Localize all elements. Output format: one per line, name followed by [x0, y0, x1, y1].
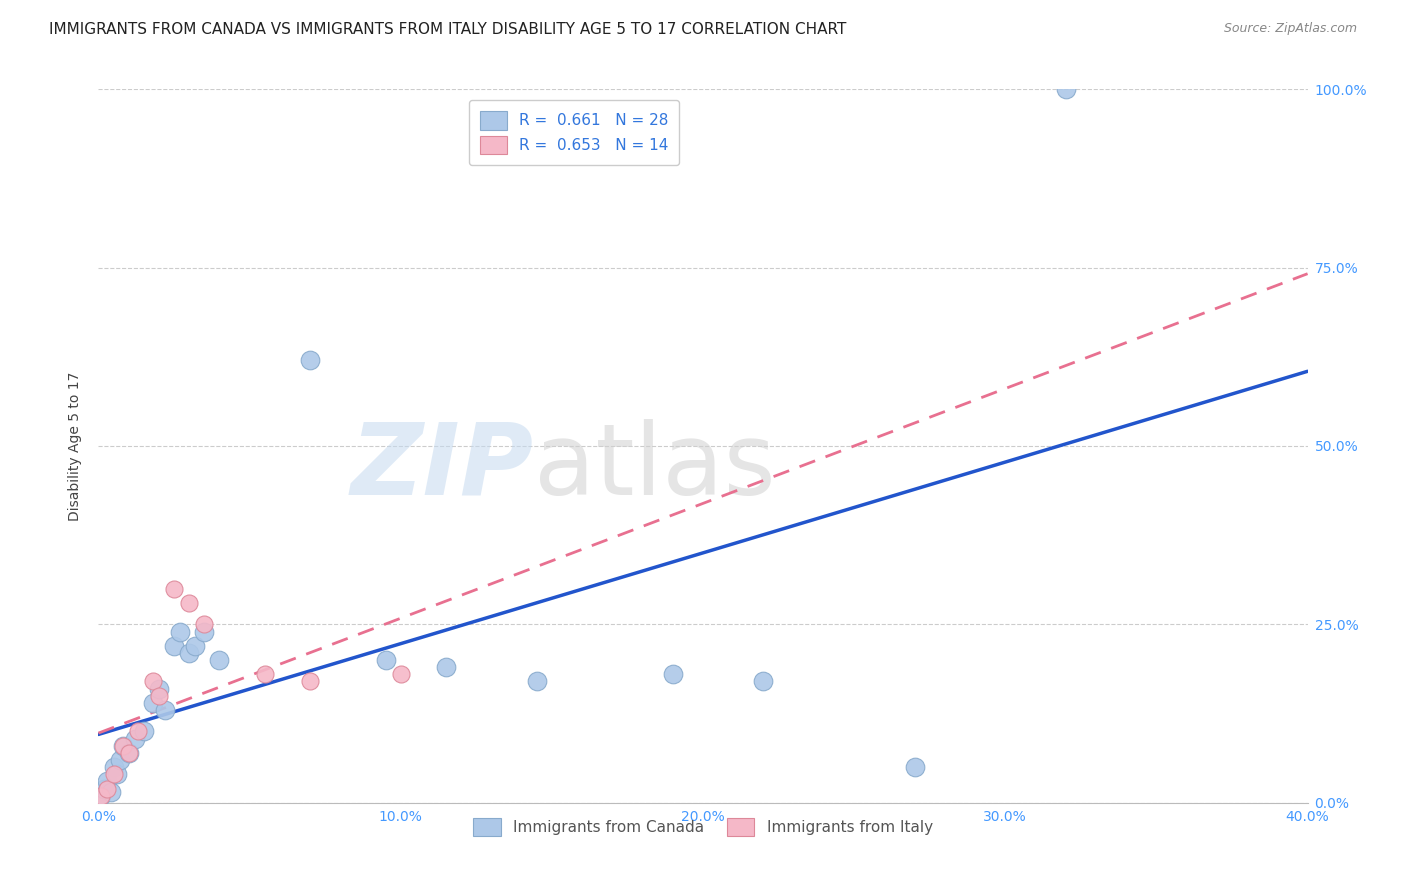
Y-axis label: Disability Age 5 to 17: Disability Age 5 to 17 [69, 371, 83, 521]
Point [118, 746, 141, 760]
Text: IMMIGRANTS FROM CANADA VS IMMIGRANTS FROM ITALY DISABILITY AGE 5 TO 17 CORRELATI: IMMIGRANTS FROM CANADA VS IMMIGRANTS FRO… [49, 22, 846, 37]
Point [96, 774, 118, 789]
Point [163, 582, 186, 596]
Point [111, 739, 134, 753]
Point [105, 767, 128, 781]
Point [118, 746, 141, 760]
Point [169, 624, 191, 639]
Point [103, 760, 125, 774]
Point [148, 689, 170, 703]
Point [103, 767, 125, 781]
Point [253, 667, 276, 681]
Point [389, 667, 412, 681]
Point [179, 596, 201, 610]
Legend: Immigrants from Canada, Immigrants from Italy: Immigrants from Canada, Immigrants from … [461, 805, 945, 848]
Point [193, 624, 215, 639]
Point [90, 789, 112, 803]
Point [208, 653, 231, 667]
Point [132, 724, 155, 739]
Point [434, 660, 457, 674]
Point [93, 781, 115, 796]
Point [127, 724, 149, 739]
Point [163, 639, 186, 653]
Point [148, 681, 170, 696]
Point [299, 353, 322, 368]
Text: atlas: atlas [534, 419, 775, 516]
Point [661, 667, 683, 681]
Point [153, 703, 176, 717]
Point [111, 739, 134, 753]
Point [752, 674, 775, 689]
Point [179, 646, 201, 660]
Point [100, 785, 122, 799]
Point [124, 731, 146, 746]
Point [526, 674, 548, 689]
Text: ZIP: ZIP [350, 419, 534, 516]
Point [1054, 82, 1077, 96]
Point [904, 760, 927, 774]
Point [193, 617, 215, 632]
Point [374, 653, 396, 667]
Point [299, 674, 322, 689]
Point [142, 696, 165, 710]
Point [108, 753, 131, 767]
Point [184, 639, 207, 653]
Point [96, 781, 118, 796]
Text: Source: ZipAtlas.com: Source: ZipAtlas.com [1223, 22, 1357, 36]
Point [142, 674, 165, 689]
Point [90, 789, 112, 803]
